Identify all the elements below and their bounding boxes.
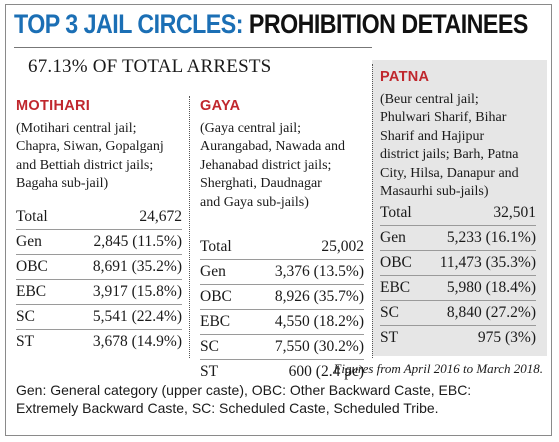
column-heading: PATNA [380,69,430,85]
table-row: Gen 3,376 (13.5%) [200,259,364,285]
column-heading: MOTIHARI [16,98,91,114]
row-value: 5,541 (22.4%) [59,304,182,330]
description-line: Phulwari Sharif, Bihar [380,110,507,126]
row-label: OBC [380,250,419,276]
column-description: (Motihari central jail; Chapra, Siwan, G… [16,120,164,194]
table-row: SC 7,550 (30.2%) [200,334,364,360]
row-value: 5,980 (18.4%) [418,275,536,301]
legend-line: Extremely Backward Caste, SC: Scheduled … [16,400,439,416]
row-label: OBC [200,284,244,310]
row-label: Total [200,235,244,260]
description-line: and Bettiah district jails; [16,157,154,173]
legend-line: Gen: General category (upper caste), OBC… [16,382,472,398]
row-label: Gen [380,225,419,251]
row-value: 3,678 (14.9%) [92,333,182,350]
table-row: SC 8,840 (27.2%) [380,300,536,326]
abbreviation-legend: Gen: General category (upper caste), OBC… [16,381,471,417]
row-label: Total [16,205,60,230]
row-label: Gen [16,229,60,255]
column-divider-1 [189,96,190,358]
infographic-title: TOP 3 JAIL CIRCLES: PROHIBITION DETAINEE… [14,8,528,40]
table-row: ST 975 (3%) [380,326,536,351]
row-value: 5,233 (16.1%) [418,225,536,251]
description-line: Masaurhi sub-jails) [380,184,489,200]
row-label: EBC [16,279,60,305]
row-label: ST [16,333,35,350]
row-value: 3,917 (15.8%) [59,279,182,305]
row-value: 32,501 [418,201,536,226]
table-row: OBC 8,691 (35.2%) [16,254,182,280]
description-line: Chapra, Siwan, Gopalganj [16,139,164,155]
column-description: (Beur central jail; Phulwari Sharif, Bih… [380,91,519,201]
row-value: 975 (3%) [477,329,536,346]
description-line: Bagaha sub-jail) [16,176,109,192]
row-value: 11,473 (35.3%) [418,250,536,276]
row-value: 3,376 (13.5%) [243,259,364,285]
row-label: Gen [200,259,244,285]
title-accent: TOP 3 JAIL CIRCLES: [14,9,243,39]
column-motihari: MOTIHARI (Motihari central jail; Chapra,… [16,97,164,194]
row-value: 7,550 (30.2%) [243,334,364,360]
row-value: 24,672 [59,205,182,230]
description-line: district jails; Barh, Patna [380,147,519,163]
column-patna: PATNA (Beur central jail; Phulwari Shari… [380,68,519,201]
column-description: (Gaya central jail; Aurangabad, Nawada a… [200,120,345,212]
table-row: EBC 4,550 (18.2%) [200,309,364,335]
description-line: Aurangabad, Nawada and [200,139,345,155]
column-divider-2 [372,64,373,358]
table-row: EBC 3,917 (15.8%) [16,279,182,305]
description-line: (Motihari central jail; [16,121,137,136]
date-range-note: Figures from April 2016 to March 2018. [333,361,543,376]
row-value: 8,691 (35.2%) [59,254,182,280]
row-label: EBC [200,309,244,335]
row-label: ST [200,363,219,380]
subtitle: 67.13% OF TOTAL ARRESTS [28,56,272,77]
description-line: and Gaya sub-jails) [200,194,309,210]
row-value: 8,926 (35.7%) [243,284,364,310]
description-line: Jehanabad district jails; [200,157,332,173]
row-label: Total [380,201,419,226]
row-label: EBC [380,275,419,301]
stats-table-gaya: Total 25,002 Gen 3,376 (13.5%) OBC 8,926 (3… [200,235,364,384]
row-value: 25,002 [243,235,364,260]
description-line: (Beur central jail; [380,92,479,107]
table-row: OBC 11,473 (35.3%) [380,250,536,276]
row-value: 4,550 (18.2%) [243,309,364,335]
table-row: ST 3,678 (14.9%) [16,330,182,355]
table-row: EBC 5,980 (18.4%) [380,275,536,301]
row-value: 8,840 (27.2%) [418,300,536,326]
title-rule [14,47,372,48]
row-label: OBC [16,254,60,280]
row-value: 2,845 (11.5%) [59,229,182,255]
table-row: Total 32,501 [380,201,536,226]
table-row: Gen 5,233 (16.1%) [380,225,536,251]
table-row: ST 600 (2.4 pc) [200,360,364,385]
row-value: 600 (2.4 pc) [288,363,364,380]
description-line: Sherghati, Daudnagar [200,176,322,192]
description-line: City, Hilsa, Danapur and [380,165,519,181]
infographic-frame [5,4,552,436]
stats-table-patna: Total 32,501 Gen 5,233 (16.1%) OBC 11,473 (… [380,201,536,350]
description-line: Sharif and Hajipur [380,128,485,144]
row-label: ST [380,329,399,346]
table-row: Total 24,672 [16,205,182,230]
stats-table-motihari: Total 24,672 Gen 2,845 (11.5%) OBC 8,691 (3… [16,205,182,354]
column-heading: GAYA [200,98,241,114]
description-line: (Gaya central jail; [200,121,302,136]
table-row: OBC 8,926 (35.7%) [200,284,364,310]
table-row: Total 25,002 [200,235,364,260]
column-gaya: GAYA (Gaya central jail; Aurangabad, Naw… [200,97,345,212]
row-label: SC [200,334,244,360]
title-rest: PROHIBITION DETAINEES [242,9,529,39]
row-label: SC [16,304,60,330]
table-row: SC 5,541 (22.4%) [16,304,182,330]
table-row: Gen 2,845 (11.5%) [16,229,182,255]
row-label: SC [380,300,419,326]
